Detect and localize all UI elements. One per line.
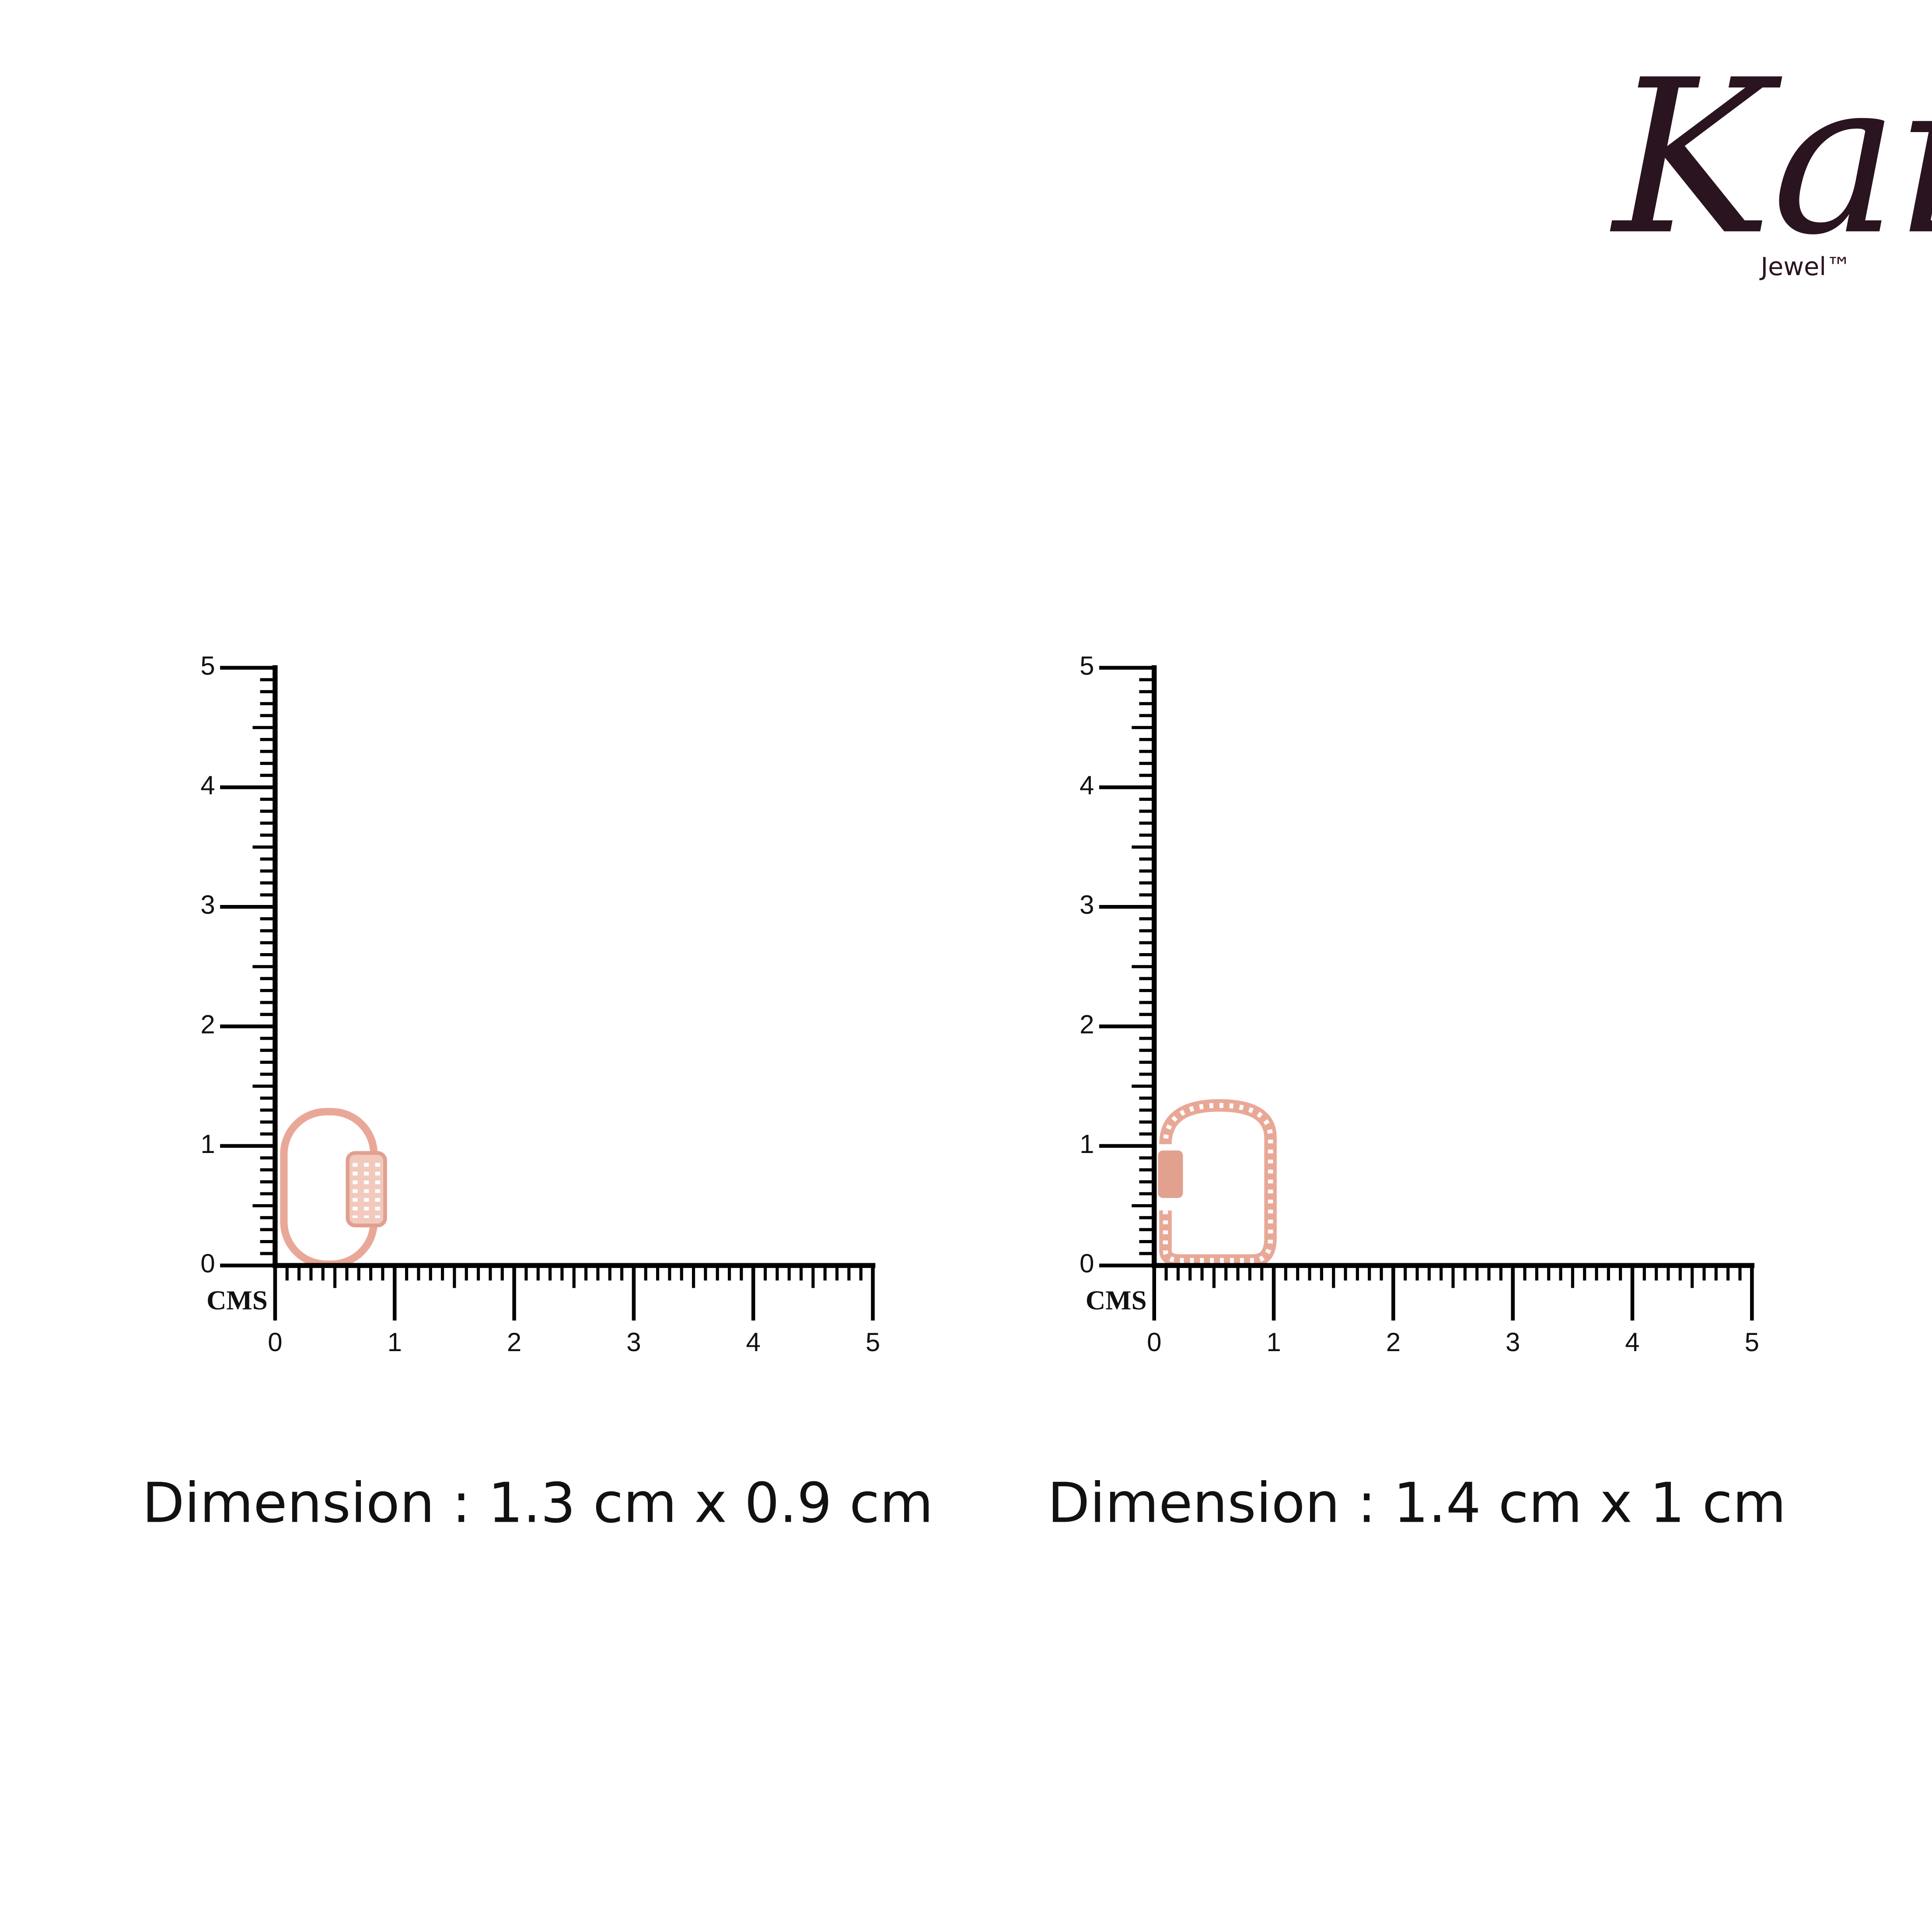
y-tick-label: 1 [1080,1129,1094,1159]
x-tick-label: 3 [626,1328,641,1357]
y-tick-label: 2 [1080,1010,1094,1039]
x-tick-label: 0 [1147,1328,1161,1357]
y-tick-label: 5 [200,651,215,681]
x-tick-label: 4 [1625,1328,1639,1357]
x-tick-label: 2 [1386,1328,1401,1357]
dimension-caption: Dimension : 1.4 cm x 1 cm [1048,1471,1786,1535]
x-tick-label: 1 [388,1328,402,1357]
y-tick-label: 0 [200,1249,215,1278]
logo-sub: Jewel™ [1759,252,1851,281]
y-tick-label: 3 [1080,890,1094,919]
y-tick-label: 0 [1080,1249,1094,1278]
unit-label: CMS [206,1285,268,1315]
clasp-ring [1159,1099,1277,1267]
item-right [1158,1099,1277,1267]
clasp-screw [1158,1150,1183,1198]
x-tick-label: 5 [866,1328,880,1357]
ruler-panel: 0 1 2 3 4 5 0 1 2 3 4 5 CMS Dimension : 1.4 cm x 1 cm [1048,651,1786,1535]
x-tick-label: 2 [507,1328,521,1357]
x-tick-label: 3 [1506,1328,1520,1357]
y-tick-label: 1 [200,1129,215,1159]
dimension-caption: Dimension : 1.3 cm x 0.9 cm [142,1471,933,1535]
x-tick-label: 5 [1745,1328,1759,1357]
unit-label: CMS [1086,1285,1147,1315]
stones [353,1163,381,1218]
logo: Kai Jewel™ [1610,34,1932,282]
y-tick-label: 4 [200,771,215,800]
ruler-panel: 0 1 2 3 4 5 0 1 2 3 4 5 CMS Dimension : 1.3 cm x 0.9 … [142,651,933,1535]
logo-brand: Kai [1610,34,1932,282]
y-tick-label: 3 [200,890,215,919]
y-tick-label: 4 [1080,771,1094,800]
x-tick-label: 1 [1266,1328,1281,1357]
y-tick-label: 2 [200,1010,215,1039]
x-tick-label: 0 [268,1328,282,1357]
x-tick-label: 4 [746,1328,761,1357]
y-tick-label: 5 [1080,651,1094,681]
